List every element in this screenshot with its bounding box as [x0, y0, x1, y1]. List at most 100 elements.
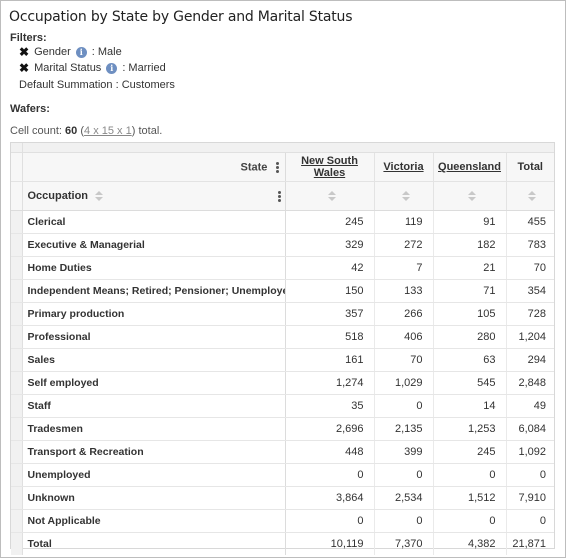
report-title: Occupation by State by Gender and Marita… [9, 9, 353, 25]
sort-icon[interactable] [401, 191, 410, 202]
filter-value: : Married [122, 62, 166, 74]
sort-icon[interactable] [95, 191, 104, 202]
cell-count-suffix: total. [138, 125, 163, 137]
cell-value: 455 [506, 210, 555, 234]
cell-value: 14 [433, 394, 507, 418]
cell-value: 70 [506, 256, 555, 280]
row-label: Home Duties [22, 256, 286, 280]
row-label: Executive & Managerial [22, 233, 286, 257]
cell-value: 0 [433, 509, 507, 533]
cell-value: 266 [374, 302, 434, 326]
cell-value: 35 [285, 394, 375, 418]
remove-filter-icon[interactable]: ✖ [19, 44, 30, 59]
cell-value: 518 [285, 325, 375, 349]
filter-name: Gender [34, 46, 71, 58]
cell-value: 0 [374, 509, 434, 533]
row-label: Transport & Recreation [22, 440, 286, 464]
table-row: Professional 518 406 280 1,204 [11, 325, 555, 349]
wafers-label: Wafers: [10, 103, 50, 115]
table-row: Self employed 1,274 1,029 545 2,848 [11, 371, 555, 395]
cell-value: 70 [374, 348, 434, 372]
cell-value: 0 [433, 463, 507, 487]
cell-value: 2,848 [506, 371, 555, 395]
cell-value: 119 [374, 210, 434, 234]
info-icon[interactable]: i [75, 46, 87, 58]
crosstab-table: State New South Wales Victoria Queenslan… [10, 142, 555, 555]
cell-dims-link[interactable]: 4 x 15 x 1 [84, 125, 132, 137]
table-row: Independent Means; Retired; Pensioner; U… [11, 279, 555, 303]
table-corner [11, 143, 23, 153]
more-options-icon[interactable] [275, 161, 279, 174]
cell-value: 728 [506, 302, 555, 326]
sort-icon[interactable] [528, 191, 537, 202]
sort-victoria[interactable] [374, 181, 434, 211]
cell-value: 161 [285, 348, 375, 372]
table-row: Tradesmen 2,696 2,135 1,253 6,084 [11, 417, 555, 441]
default-summation: Default Summation : Customers [19, 79, 175, 91]
cell-value: 150 [285, 279, 375, 303]
sort-nsw[interactable] [285, 181, 375, 211]
cell-value: 783 [506, 233, 555, 257]
cell-value: 2,696 [285, 417, 375, 441]
cell-value: 6,084 [506, 417, 555, 441]
row-label: Professional [22, 325, 286, 349]
more-options-icon[interactable] [277, 190, 281, 203]
cell-value: 7 [374, 256, 434, 280]
cell-value: 1,274 [285, 371, 375, 395]
cell-value: 4,382 [433, 532, 507, 555]
state-header: State [22, 152, 286, 182]
table-row: Unemployed 0 0 0 0 [11, 463, 555, 487]
cell-value: 1,512 [433, 486, 507, 510]
cell-value: 354 [506, 279, 555, 303]
sort-total[interactable] [506, 181, 555, 211]
occupation-label: Occupation [27, 190, 89, 202]
cell-value: 2,534 [374, 486, 434, 510]
row-label: Clerical [22, 210, 286, 234]
top-strip [22, 143, 555, 153]
remove-filter-icon[interactable]: ✖ [19, 60, 30, 75]
column-header-total: Total [506, 152, 555, 182]
cell-value: 21,871 [512, 538, 547, 550]
cell-value: 280 [433, 325, 507, 349]
column-header-victoria[interactable]: Victoria [374, 152, 434, 182]
state-label: State [240, 160, 268, 173]
sort-icon[interactable] [327, 191, 336, 202]
cell-value: 399 [374, 440, 434, 464]
row-label: Unemployed [22, 463, 286, 487]
column-header-queensland[interactable]: Queensland [433, 152, 507, 182]
cell-value: 133 [374, 279, 434, 303]
column-header-nsw[interactable]: New South Wales [285, 152, 375, 182]
cell-value: 0 [285, 463, 375, 487]
cell-value: 406 [374, 325, 434, 349]
cell-count-value: 60 [65, 125, 78, 137]
filter-gender: ✖ Gender i : Male [19, 44, 122, 59]
cell-value: 0 [506, 463, 555, 487]
cell-value: 245 [285, 210, 375, 234]
cell-value: 245 [433, 440, 507, 464]
cell-value: 71 [433, 279, 507, 303]
row-label: Unknown [22, 486, 286, 510]
row-label: Not Applicable [22, 509, 286, 533]
info-icon[interactable]: i [106, 62, 118, 74]
cell-value: 1,253 [433, 417, 507, 441]
occupation-header[interactable]: Occupation [22, 181, 286, 211]
cell-count-prefix: Cell count: [10, 125, 62, 137]
row-label: Primary production [22, 302, 286, 326]
filter-value: : Male [91, 46, 122, 58]
cell-value: 182 [433, 233, 507, 257]
filter-marital-status: ✖ Marital Status i : Married [19, 60, 166, 75]
cell-value: 0 [506, 509, 555, 533]
cell-value: 0 [285, 509, 375, 533]
cell-value: 357 [285, 302, 375, 326]
cell-value: 3,864 [285, 486, 375, 510]
row-label: Tradesmen [22, 417, 286, 441]
sort-icon[interactable] [467, 191, 476, 202]
filters-label: Filters: [10, 32, 47, 44]
table-row: Executive & Managerial 329 272 182 783 [11, 233, 555, 257]
sort-queensland[interactable] [433, 181, 507, 211]
cell-value: 63 [433, 348, 507, 372]
cell-value: 294 [506, 348, 555, 372]
table-row: Sales 161 70 63 294 [11, 348, 555, 372]
cell-value: 1,092 [506, 440, 555, 464]
